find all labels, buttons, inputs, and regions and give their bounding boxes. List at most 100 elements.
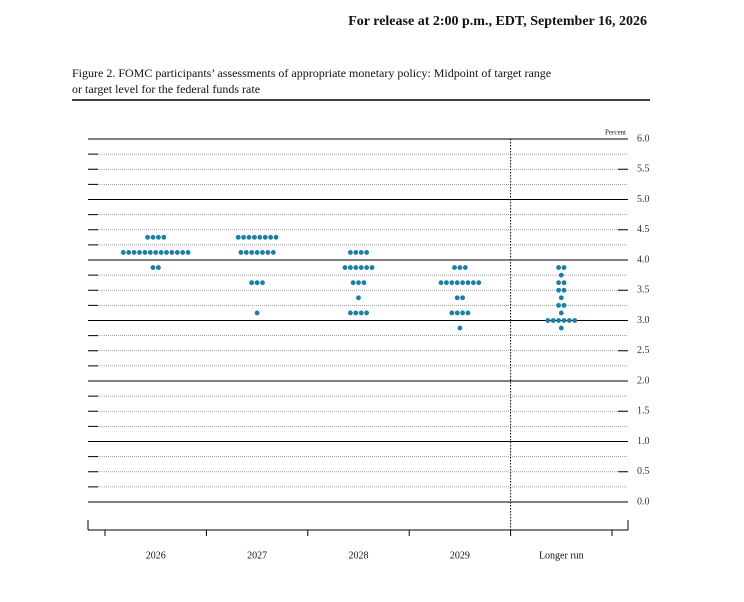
dot [556,280,561,286]
dot [273,234,279,240]
dot [449,310,455,316]
dot [145,234,151,240]
dot [556,302,561,308]
dot [444,280,449,286]
y-tick-label: 4.5 [637,224,650,235]
y-tick-label: 3.0 [637,315,650,326]
dot [457,325,463,331]
dot [567,318,572,323]
x-tick-label: 2028 [349,550,369,561]
dot [150,265,156,270]
dot [342,265,348,270]
y-tick-label: 0.5 [637,466,650,477]
dot [353,250,359,255]
dot [142,250,148,255]
chart-title: Figure 2. FOMC participants’ assessments… [72,66,551,80]
dot [185,250,191,255]
dot [238,250,244,255]
dot [249,280,255,286]
dot [356,295,361,301]
y-tick-label: 1.0 [637,436,650,447]
dot [265,250,271,255]
dot [358,250,364,255]
dot [471,280,476,286]
dot [260,280,265,286]
y-tick-label: 5.5 [637,164,650,175]
dot [137,250,142,255]
y-tick-label: 6.0 [637,133,650,144]
dot [460,295,465,301]
x-tick-label: 2029 [450,550,470,561]
dot [350,280,356,286]
dot [156,265,161,270]
y-tick-label: 2.0 [637,375,650,386]
dot [465,280,471,286]
dot [361,280,367,286]
dot [180,250,186,255]
dot [364,265,369,270]
dot [164,250,169,255]
dot [558,272,564,278]
dot [150,234,156,240]
dot [454,310,460,316]
dot [356,280,361,286]
dot [243,250,249,255]
dot [131,250,137,255]
dot [452,265,457,270]
dot [120,250,126,255]
chart-subtitle: or target level for the federal funds ra… [72,82,260,96]
dot [174,250,180,255]
dot [454,280,460,286]
dot [364,310,369,316]
x-tick-label: 2026 [146,550,166,561]
dot [153,250,159,255]
dot [545,318,551,323]
dot [460,310,465,316]
dot [550,318,556,323]
dot [262,234,268,240]
x-tick-label: Longer run [539,550,584,561]
dot [158,250,164,255]
y-unit: Percent [605,129,626,137]
dot [260,250,265,255]
y-tick-label: 0.0 [637,496,650,507]
dot [572,318,578,323]
dot [246,234,252,240]
dot [348,265,353,270]
dot [457,265,463,270]
dot [558,325,564,331]
dot [556,287,561,293]
dot [556,265,561,270]
y-tick-label: 2.5 [637,345,650,356]
dot [556,318,561,323]
dot [147,250,153,255]
dot [465,310,471,316]
y-tick-label: 1.5 [637,406,650,417]
dot [161,234,167,240]
release-header: For release at 2:00 p.m., EDT, September… [348,14,647,29]
dot [369,265,375,270]
dot [561,318,567,323]
dot [169,250,175,255]
dot [460,280,465,286]
dot [561,280,567,286]
dot [270,250,276,255]
dot [561,287,567,293]
dot [348,250,353,255]
dot [358,265,364,270]
dot [438,280,444,286]
dot [268,234,273,240]
y-tick-label: 4.0 [637,254,650,265]
dot [348,310,353,316]
dot [235,234,241,240]
y-tick-label: 3.5 [637,285,650,296]
dot [454,295,460,301]
dot [257,234,263,240]
dot [449,280,455,286]
dot [364,250,369,255]
x-tick-label: 2027 [247,550,267,561]
dot [558,310,564,316]
dot [254,310,260,316]
dot [156,234,161,240]
